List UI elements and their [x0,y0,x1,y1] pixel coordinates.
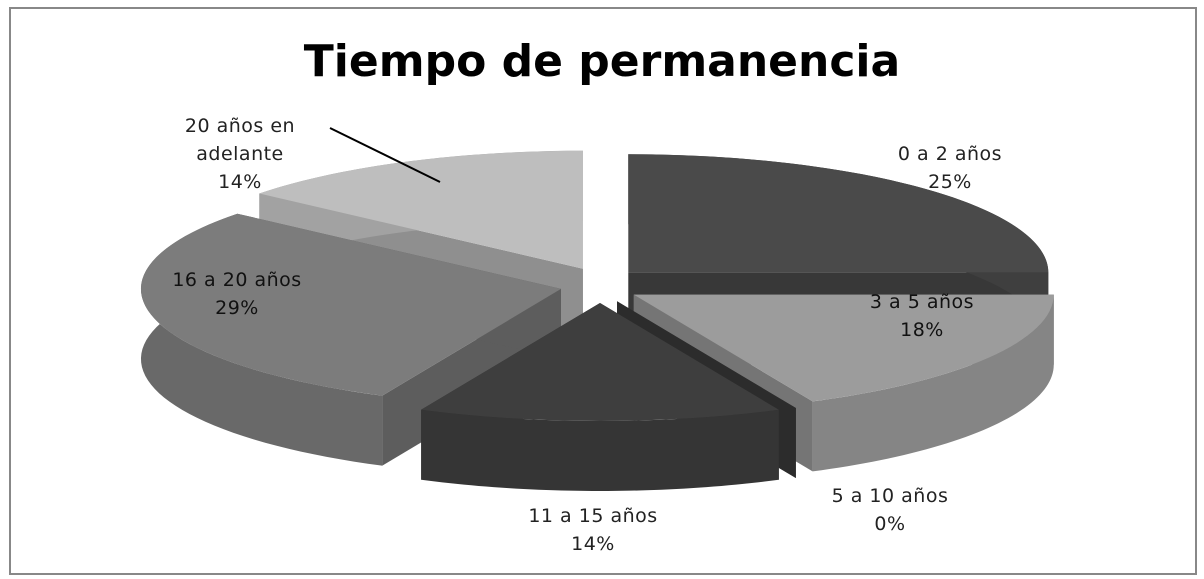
value-label: 0% [874,513,906,535]
category-label: 5 a 10 años [831,485,949,507]
value-label: 29% [215,297,259,319]
category-label: 0 a 2 años [897,143,1003,165]
value-label: 18% [900,319,944,341]
category-label: 3 a 5 años [869,291,975,313]
data-label: 16 a 20 años 29% [137,266,337,322]
slice [421,302,779,491]
value-label: 25% [928,171,972,193]
slice-top [617,301,796,409]
data-label: 5 a 10 años 0% [790,482,990,538]
slice-outer-side [812,294,1054,472]
category-label: 20 años en adelante [184,115,296,165]
slice-outer-side [421,409,779,491]
chart-title: Tiempo de permanencia [303,36,901,87]
data-label: 11 a 15 años 14% [493,502,693,558]
value-label: 14% [218,171,262,193]
slice-top [633,294,1054,402]
data-label: 0 a 2 años 25% [850,140,1050,196]
slice-top [140,213,561,396]
slice-top [628,154,1049,273]
slice-top [421,302,779,421]
category-label: 11 a 15 años [528,505,658,527]
data-label: 3 a 5 años 18% [822,288,1022,344]
value-label: 14% [571,533,615,555]
pie [140,150,1054,491]
data-label: 20 años en adelante 14% [165,112,315,196]
category-label: 16 a 20 años [172,269,302,291]
slice-top [259,150,583,269]
leader-line [329,127,441,183]
